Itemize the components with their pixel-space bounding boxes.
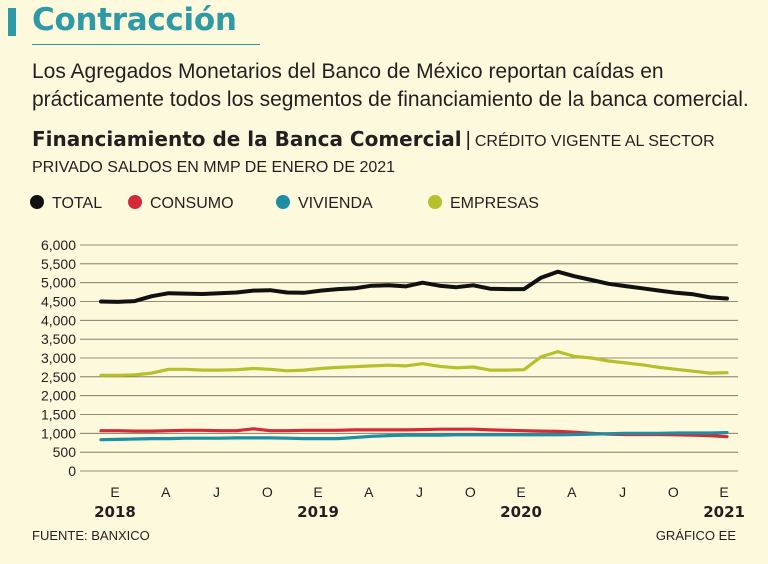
legend-item-vivienda: VIVIENDA	[276, 195, 373, 213]
x-tick-label: E	[516, 484, 525, 500]
page-title: Contracción	[32, 2, 237, 38]
legend-label-consumo: CONSUMO	[150, 195, 234, 212]
y-tick-label: 1,500	[41, 407, 76, 423]
y-tick-label: 3,500	[41, 331, 76, 347]
series-line-total	[99, 269, 729, 304]
x-year-label: 2018	[94, 503, 136, 521]
x-tick-label: A	[567, 484, 577, 500]
x-tick-label: E	[110, 484, 119, 500]
title-underline	[32, 44, 260, 45]
x-year-label: 2019	[297, 503, 339, 521]
y-tick-label: 6,000	[41, 237, 76, 253]
y-tick-label: 5,000	[41, 275, 76, 291]
x-tick-label: E	[313, 484, 322, 500]
legend-dot-total	[30, 195, 44, 209]
series-line-empresas	[99, 349, 729, 377]
y-tick-label: 500	[53, 444, 77, 460]
legend-label-empresas: EMPRESAS	[450, 195, 539, 212]
x-tick-label: J	[416, 484, 423, 500]
x-tick-label: O	[262, 484, 273, 500]
legend-label-vivienda: VIVIENDA	[298, 195, 373, 212]
y-tick-label: 5,500	[41, 256, 76, 272]
x-tick-label: E	[719, 484, 728, 500]
legend-item-consumo: CONSUMO	[128, 195, 234, 213]
page-subtitle: Los Agregados Monetarios del Banco de Mé…	[32, 60, 749, 111]
y-tick-label: 4,500	[41, 294, 76, 310]
y-tick-label: 4,000	[41, 312, 76, 328]
x-year-label: 2020	[500, 503, 542, 521]
line-chart: 0 500 1,000 1,500 2,000 2,500 3,000 3,500 4,000 4…	[41, 237, 745, 521]
source-note: FUENTE: BANXICO	[32, 528, 150, 543]
chart-subtitle: Crédito vigente al sector privado saldos…	[32, 133, 715, 176]
chart-heading: Financiamiento de la Banca Comercial | Cré…	[32, 126, 762, 181]
legend-item-empresas: EMPRESAS	[428, 195, 539, 213]
title-accent-bar	[8, 8, 16, 36]
x-tick-label: J	[213, 484, 220, 500]
title-separator: |	[465, 129, 471, 151]
legend-dot-empresas	[428, 195, 442, 209]
x-tick-label: O	[668, 484, 679, 500]
x-tick-label: A	[161, 484, 171, 500]
legend-dot-vivienda	[276, 195, 290, 209]
legend-item-total: TOTAL	[30, 195, 102, 213]
y-tick-label: 2,500	[41, 369, 76, 385]
series-line-vivienda	[99, 431, 729, 442]
chart-title: Financiamiento de la Banca Comercial	[32, 127, 462, 151]
y-tick-label: 1,000	[41, 425, 76, 441]
y-tick-label: 3,000	[41, 350, 76, 366]
x-year-label: 2021	[703, 503, 745, 521]
x-tick-label: A	[364, 484, 374, 500]
x-tick-label: J	[619, 484, 626, 500]
x-tick-label: O	[465, 484, 476, 500]
y-tick-label: 0	[68, 463, 76, 479]
graphic-credit: GRÁFICO EE	[655, 528, 736, 543]
legend-dot-consumo	[128, 195, 142, 209]
y-tick-label: 2,000	[41, 388, 76, 404]
legend-label-total: TOTAL	[52, 195, 103, 212]
